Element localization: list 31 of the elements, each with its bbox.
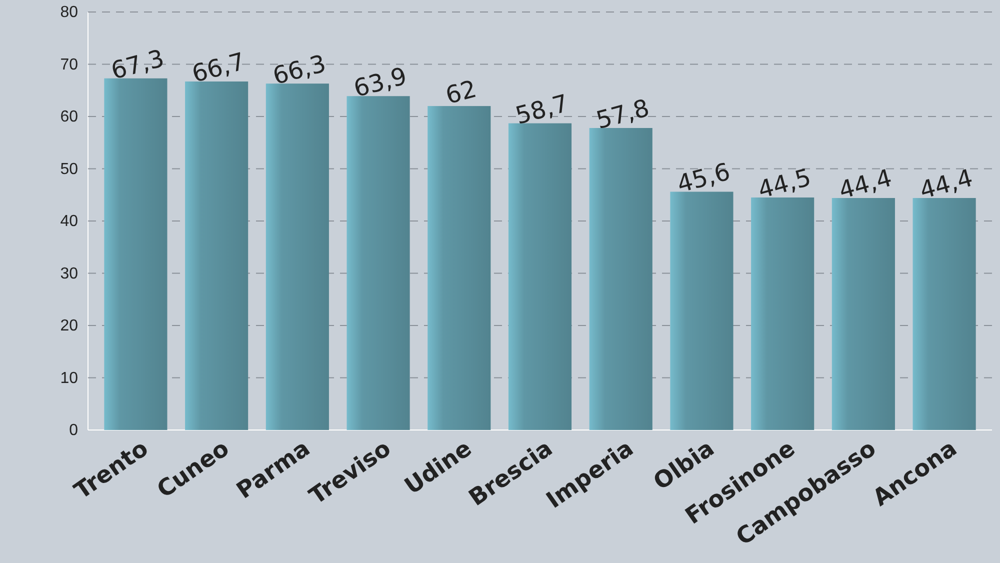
bar	[185, 81, 248, 430]
data-label: 45,6	[674, 158, 734, 198]
y-tick-label: 30	[60, 265, 78, 282]
y-tick-label: 20	[60, 318, 78, 335]
data-label: 44,5	[755, 163, 814, 204]
bar	[912, 198, 976, 430]
y-tick-label: 0	[69, 422, 78, 440]
data-label: 63,9	[350, 62, 410, 103]
data-label: 66,7	[189, 47, 248, 88]
data-label: 62	[442, 74, 480, 110]
y-tick-label: 10	[60, 370, 78, 387]
bar	[670, 192, 734, 430]
data-label: 57,8	[593, 94, 652, 135]
y-tick-label: 40	[60, 213, 78, 230]
bar	[508, 123, 572, 430]
data-label: 44,4	[916, 164, 976, 205]
bar	[751, 197, 814, 430]
bar	[266, 84, 329, 430]
y-tick-label: 70	[60, 56, 78, 74]
y-tick-label: 60	[60, 108, 78, 126]
bar	[589, 128, 652, 430]
y-tick-label: 50	[60, 160, 78, 178]
data-label: 66,3	[270, 49, 329, 90]
bar	[832, 198, 895, 430]
data-label: 44,4	[836, 164, 895, 205]
y-tick-label: 80	[60, 4, 78, 22]
data-label: 67,3	[108, 44, 168, 86]
bar	[346, 96, 410, 430]
bar	[104, 78, 168, 430]
bar	[428, 106, 491, 430]
data-label: 58,7	[512, 89, 572, 130]
